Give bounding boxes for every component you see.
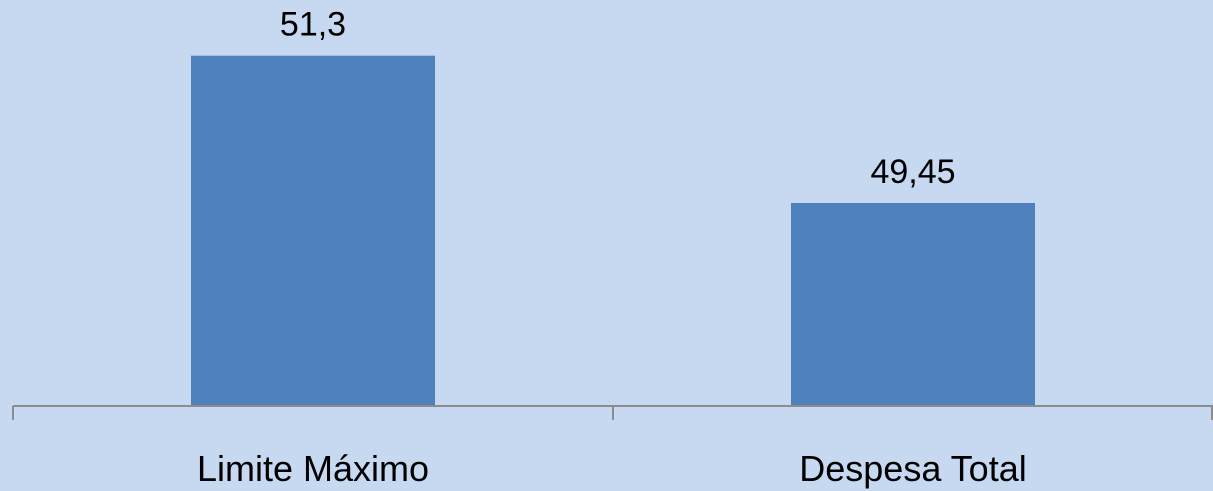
data-label-2: 49,45: [870, 153, 955, 191]
bar-1: [191, 55, 435, 406]
data-labels: 51,3 49,45: [280, 6, 956, 191]
category-label-1: Limite Máximo: [197, 448, 429, 489]
x-axis: [12, 405, 1213, 420]
category-labels: Limite Máximo Despesa Total: [197, 448, 1027, 489]
data-label-1: 51,3: [280, 6, 346, 44]
bar-2: [791, 203, 1035, 406]
bars: [191, 55, 1035, 406]
category-label-2: Despesa Total: [799, 448, 1026, 489]
